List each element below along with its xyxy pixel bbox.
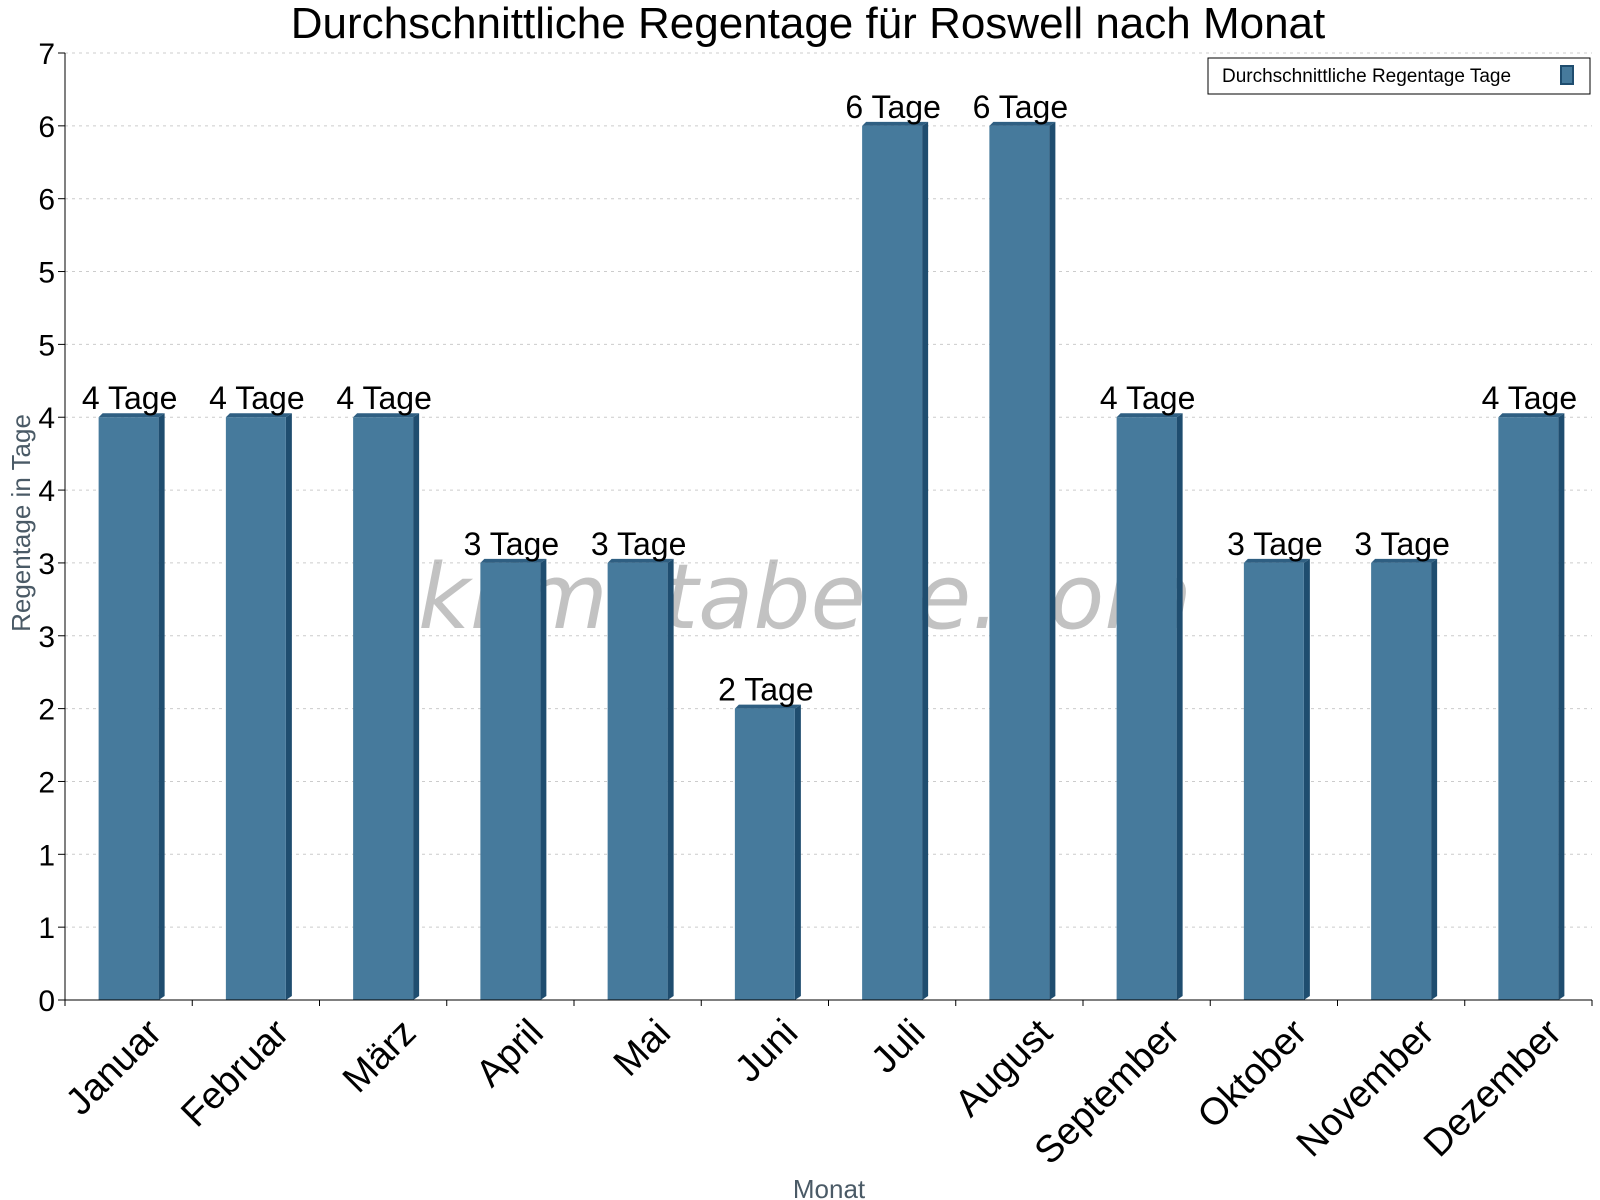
data-labels: 4 Tage 4 Tage 4 Tage 3 Tage 3 Tage 2 Tage 6 Ta… [82,89,1577,708]
bar-top [353,413,420,418]
watermark: klimatabelle.com [418,545,1192,650]
x-tick-label: Dezember [1416,1011,1570,1165]
bar [98,417,159,1000]
bar-value-label: 4 Tage [209,380,305,416]
bar-value-label: 4 Tage [1100,380,1196,416]
bar-side [1176,413,1183,1000]
bar-side [413,413,420,1000]
bar-top [1371,558,1438,563]
bar-side [285,413,292,1000]
legend: Durchschnittliche Regentage Tage [1207,57,1591,95]
bar-side [1049,121,1056,1001]
x-tick-label: Mai [606,1012,679,1085]
x-tick-label: Januar [58,1011,170,1123]
bar [1243,562,1304,1000]
x-axis-label: Monat [793,1174,866,1200]
bar-value-label: 3 Tage [1227,526,1323,562]
bar [225,417,286,1000]
bar-value-label: 6 Tage [845,89,941,125]
bar [1371,562,1432,1000]
y-tick-label: 4 [38,402,55,435]
bar-side [794,704,801,1000]
y-tick-label: 1 [38,912,55,945]
bar-side [1558,413,1565,1000]
x-tick-label: Februar [173,1011,297,1135]
y-tick-label: 6 [38,184,55,217]
x-tick-label: August [947,1011,1061,1125]
bar-value-label: 6 Tage [973,89,1069,125]
bar-top [225,413,292,418]
x-tick-label: März [335,1012,424,1101]
bar-top [480,558,547,563]
bar-value-label: 3 Tage [464,526,560,562]
bar-side [158,413,165,1000]
bar [480,562,541,1000]
legend-box [1207,57,1591,95]
bar-top [607,558,674,563]
y-tick-label: 0 [38,985,55,1018]
x-tick-label: Juni [727,1012,806,1091]
bar-value-label: 2 Tage [718,672,814,708]
bar [1498,417,1559,1000]
y-tick-label: 1 [38,839,55,872]
bar-top [734,704,801,709]
bar-value-label: 3 Tage [1354,526,1450,562]
y-tick-label: 7 [38,38,55,71]
bar-top [98,413,165,418]
y-tick-label: 4 [38,475,55,508]
x-tick-label: Oktober [1190,1011,1316,1137]
y-tick-label: 2 [38,766,55,799]
y-tick-label: 2 [38,694,55,727]
chart-title: Durchschnittliche Regentage für Roswell … [291,0,1326,48]
bar-side [922,121,929,1001]
bar-top [862,121,929,126]
y-axis-label: Regentage in Tage [6,414,36,632]
y-tick-label: 3 [38,621,55,654]
gridlines [65,52,1592,928]
legend-swatch [1560,65,1574,85]
bar-value-label: 4 Tage [336,380,432,416]
bar-side [540,558,547,1000]
bar-top [1498,413,1565,418]
bar [862,125,923,1001]
y-tick-label: 3 [38,548,55,581]
bar-top [1116,413,1183,418]
bar-side [1431,558,1438,1000]
y-tick-label: 5 [38,329,55,362]
x-tick-label: November [1289,1011,1443,1165]
bar-value-label: 4 Tage [82,380,178,416]
bar [353,417,414,1000]
bar-top [989,121,1056,126]
bar-side [1303,558,1310,1000]
bars [98,121,1565,1001]
y-tick-label: 6 [38,111,55,144]
bar-value-label: 3 Tage [591,526,687,562]
x-tick-label: April [468,1012,551,1095]
bar [989,125,1050,1001]
bar-value-label: 4 Tage [1482,380,1578,416]
bar [607,562,668,1000]
bar [734,708,795,1000]
x-tick-label: Juli [863,1012,933,1082]
legend-label: Durchschnittliche Regentage Tage [1222,66,1511,87]
bar [1116,417,1177,1000]
y-tick-label: 5 [38,257,55,290]
bar-top [1243,558,1310,563]
bar-side [667,558,674,1000]
